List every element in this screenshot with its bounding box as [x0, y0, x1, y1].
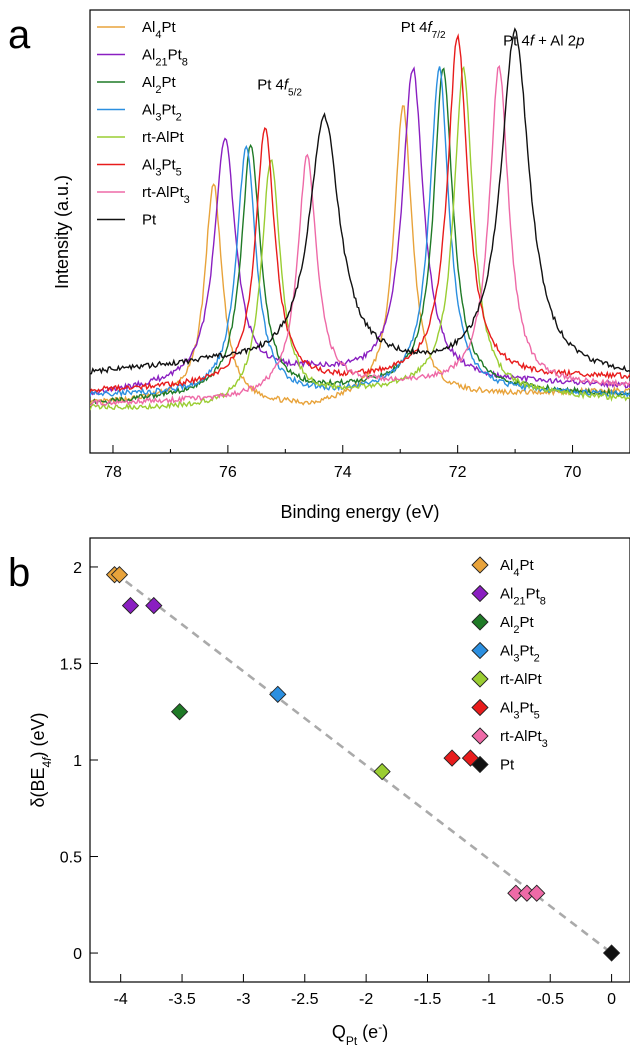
y-tick-label: 0.5 [60, 850, 82, 867]
legend-label-Al2Pt: Al2Pt [500, 614, 534, 636]
x-tick-label: -4 [114, 991, 128, 1008]
panel-b: b -4 -3.5 -3 -2.5 -2 -1.5 -1 -0.5 0 0 0.5 1 1.5 2 Al4… [8, 537, 630, 1048]
spectrum-line-Al3Pt5 [90, 33, 630, 393]
panel-a-annotations: Pt 4f + Al 2p Pt 4f5/2 Pt 4f7/2 [257, 19, 584, 98]
legend-marker-rt-AlPt3 [471, 727, 489, 745]
data-point-Al4Pt [110, 566, 129, 584]
panel-b-legend: Al4Pt Al21Pt8 Al2Pt Al3Pt2 rt-AlPt Al3Pt5 rt-A… [471, 556, 548, 774]
spectrum-line-Al21Pt8 [90, 66, 630, 396]
panel-b-y-axis-label: δ(BE4f) (eV) [28, 712, 54, 807]
spectrum-line-Al4Pt [90, 105, 630, 406]
spectrum-line-Al2Pt [90, 67, 630, 406]
x-tick-label: -3 [236, 991, 250, 1008]
data-point-rt-AlPt [373, 762, 391, 781]
legend-label-Al2Pt: Al2Pt [142, 74, 176, 96]
legend-label-rt-AlPt: rt-AlPt [500, 671, 543, 688]
legend-marker-Al4Pt [471, 556, 489, 574]
legend-marker-Al3Pt5 [471, 698, 489, 717]
x-tick-label: -0.5 [536, 991, 564, 1008]
legend-marker-Al2Pt [471, 613, 489, 631]
legend-label-Al21Pt8: Al21Pt8 [500, 586, 546, 608]
y-tick-label: 1 [73, 753, 82, 770]
legend-label-rt-AlPt: rt-AlPt [142, 129, 185, 146]
x-tick-label: -1.5 [414, 991, 442, 1008]
data-point-Al3Pt5 [461, 749, 480, 767]
panel-a-curves [90, 27, 630, 411]
legend-label-rt-AlPt3: rt-AlPt3 [142, 184, 190, 206]
panel-b-ticks: -4 -3.5 -3 -2.5 -2 -1.5 -1 -0.5 0 0 0.5 1 1.5 2 [60, 560, 616, 1008]
x-tick-label: -2 [359, 991, 373, 1008]
annotation-2: Pt 4f7/2 [401, 19, 446, 41]
panel-a-plot-frame [89, 9, 630, 454]
annotation-0: Pt 4f + Al 2p [503, 32, 584, 49]
panel-a-x-ticks: 78 76 74 72 70 [104, 445, 630, 481]
panel-b-x-axis-label: QPt (e-) [332, 1020, 388, 1048]
x-tick-label: -3.5 [168, 991, 196, 1008]
legend-marker-Al3Pt2 [471, 641, 489, 660]
x-tick-label: 0 [607, 991, 616, 1008]
data-point-Al21Pt8 [121, 596, 140, 615]
data-point-Al3Pt5 [443, 749, 461, 767]
y-tick-label: 0 [73, 946, 82, 963]
x-tick-label: 74 [334, 464, 352, 481]
spectrum-line-rt-AlPt3 [90, 64, 630, 407]
x-tick-label: 78 [104, 464, 122, 481]
legend-label-Al4Pt: Al4Pt [142, 19, 176, 41]
data-point-Pt [602, 944, 621, 962]
legend-label-Al4Pt: Al4Pt [500, 557, 534, 579]
spectrum-line-rt-AlPt [90, 65, 630, 411]
x-tick-label: -1 [482, 991, 496, 1008]
x-tick-label: 76 [219, 464, 237, 481]
legend-marker-rt-AlPt [471, 670, 489, 688]
y-tick-label: 2 [73, 560, 82, 577]
legend-label-Pt: Pt [500, 757, 515, 774]
data-point-Al3Pt2 [269, 685, 287, 704]
y-tick-label: 1.5 [60, 656, 82, 673]
legend-label-Al21Pt8: Al21Pt8 [142, 47, 188, 69]
legend-label-Al3Pt5: Al3Pt5 [142, 157, 182, 179]
spectrum-line-Pt [90, 27, 630, 375]
legend-label-Al3Pt2: Al3Pt2 [142, 102, 182, 124]
x-tick-label: 70 [564, 464, 582, 481]
panel-a-x-axis-label: Binding energy (eV) [280, 502, 439, 522]
panel-a-y-axis-label: Intensity (a.u.) [52, 175, 72, 289]
panel-b-points [105, 566, 621, 962]
panel-a-label: a [8, 13, 31, 57]
legend-label-Al3Pt2: Al3Pt2 [500, 643, 540, 665]
panel-a: a 78 76 74 72 70 Al4Pt Al21Pt8 Al2Pt Al3Pt2 rt-A… [8, 9, 630, 522]
x-tick-label: 72 [449, 464, 467, 481]
legend-marker-Pt [471, 755, 489, 774]
annotation-1: Pt 4f5/2 [257, 77, 302, 99]
legend-label-rt-AlPt3: rt-AlPt3 [500, 728, 548, 750]
data-point-rt-AlPt3 [528, 884, 546, 902]
legend-label-Pt: Pt [142, 212, 157, 229]
panel-b-label: b [8, 551, 30, 595]
x-tick-label: -2.5 [291, 991, 319, 1008]
data-point-Al2Pt [170, 703, 189, 721]
data-point-Al21Pt8 [145, 596, 163, 615]
legend-marker-Al21Pt8 [471, 584, 489, 603]
panel-a-legend: Al4Pt Al21Pt8 Al2Pt Al3Pt2 rt-AlPt Al3Pt5 rt-A… [97, 19, 190, 229]
legend-label-Al3Pt5: Al3Pt5 [500, 700, 540, 722]
